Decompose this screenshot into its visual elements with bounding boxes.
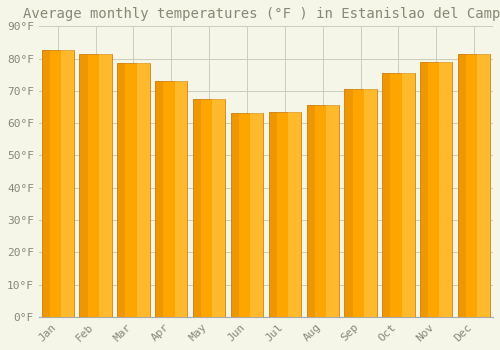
Polygon shape (231, 113, 239, 317)
Polygon shape (344, 89, 352, 317)
Polygon shape (458, 54, 466, 317)
Bar (269, 112, 301, 317)
Bar (193, 99, 225, 317)
Polygon shape (364, 89, 376, 317)
Polygon shape (382, 73, 390, 317)
Bar (231, 113, 263, 317)
Polygon shape (136, 63, 149, 317)
Bar (344, 89, 376, 317)
Bar (382, 73, 414, 317)
Bar (306, 105, 339, 317)
Polygon shape (440, 62, 452, 317)
Polygon shape (61, 50, 74, 317)
Polygon shape (402, 73, 414, 317)
Title: Average monthly temperatures (°F ) in Estanislao del Campo: Average monthly temperatures (°F ) in Es… (23, 7, 500, 21)
Polygon shape (174, 81, 188, 317)
Polygon shape (193, 99, 201, 317)
Polygon shape (478, 54, 490, 317)
Polygon shape (80, 54, 88, 317)
Bar (42, 50, 74, 317)
Bar (458, 54, 490, 317)
Bar (420, 62, 452, 317)
Bar (118, 63, 150, 317)
Polygon shape (118, 63, 126, 317)
Polygon shape (212, 99, 225, 317)
Polygon shape (155, 81, 164, 317)
Polygon shape (250, 113, 263, 317)
Polygon shape (42, 50, 50, 317)
Polygon shape (99, 54, 112, 317)
Polygon shape (420, 62, 428, 317)
Polygon shape (306, 105, 314, 317)
Polygon shape (326, 105, 339, 317)
Polygon shape (269, 112, 277, 317)
Bar (155, 81, 188, 317)
Bar (80, 54, 112, 317)
Polygon shape (288, 112, 301, 317)
